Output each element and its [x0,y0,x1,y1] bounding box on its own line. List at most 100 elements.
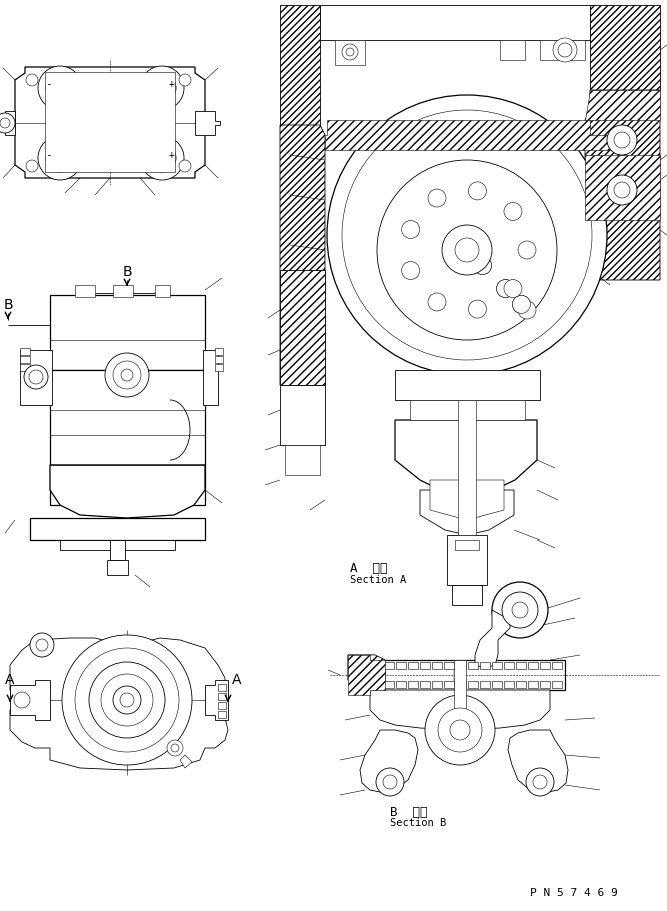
Bar [50,370,205,465]
Bar [320,5,590,40]
Bar [454,660,466,735]
Circle shape [402,261,420,280]
Bar [540,662,550,669]
Text: A: A [5,673,15,687]
Circle shape [383,775,397,789]
Circle shape [526,768,554,796]
Circle shape [75,113,95,133]
Text: Section A: Section A [350,575,406,585]
Circle shape [113,361,141,389]
Bar [372,681,382,688]
Bar [50,465,205,505]
Circle shape [428,189,446,207]
Circle shape [121,369,133,381]
Circle shape [533,775,547,789]
Polygon shape [10,638,228,770]
Circle shape [468,300,486,318]
Circle shape [171,744,179,752]
Polygon shape [280,125,325,385]
Polygon shape [280,270,325,385]
Circle shape [376,768,404,796]
Circle shape [167,740,183,756]
Bar [395,370,540,400]
Bar [408,681,418,688]
Polygon shape [205,680,228,720]
Polygon shape [348,655,385,685]
Bar [215,356,223,363]
Bar [452,585,482,605]
Bar [447,535,487,585]
Polygon shape [348,655,385,685]
Circle shape [496,280,514,298]
Bar [285,445,320,475]
Polygon shape [10,680,50,720]
Bar [384,681,394,688]
Circle shape [140,136,184,180]
Circle shape [428,293,446,311]
Text: Section B: Section B [390,818,446,828]
Bar [528,681,538,688]
Bar [45,72,175,172]
Bar [155,285,170,297]
Circle shape [113,686,141,714]
Polygon shape [280,5,320,125]
Circle shape [455,238,479,262]
Circle shape [62,635,192,765]
Bar [552,662,562,669]
Circle shape [148,74,176,102]
Circle shape [346,48,354,56]
Circle shape [492,582,548,638]
Circle shape [38,66,82,110]
Circle shape [148,144,176,172]
Polygon shape [5,111,15,135]
Circle shape [512,602,528,618]
Circle shape [36,639,48,651]
Bar [396,681,406,688]
Circle shape [14,692,30,708]
Bar [410,400,525,420]
Circle shape [38,136,82,180]
Text: +: + [169,150,175,160]
Polygon shape [508,730,568,793]
Bar [504,681,514,688]
Polygon shape [370,690,550,730]
Polygon shape [585,155,660,220]
Bar [20,350,52,405]
Bar [432,662,442,669]
Circle shape [75,648,179,752]
Bar [50,295,205,370]
Circle shape [46,74,74,102]
Circle shape [468,182,486,200]
Circle shape [179,160,191,172]
Text: A  断面: A 断面 [350,561,388,575]
Bar [280,385,325,445]
Circle shape [140,66,184,110]
Circle shape [29,370,43,384]
Bar [203,350,218,405]
Polygon shape [15,67,205,178]
Circle shape [518,301,536,319]
Circle shape [377,160,557,340]
Circle shape [179,74,191,86]
Polygon shape [420,490,514,535]
Polygon shape [180,755,192,768]
Bar [480,681,490,688]
Bar [408,662,418,669]
Bar [480,662,490,669]
Bar [528,662,538,669]
Circle shape [0,113,15,133]
Bar [20,348,30,355]
Circle shape [512,295,530,313]
Bar [75,285,95,297]
Circle shape [496,280,514,298]
Circle shape [131,119,139,127]
Polygon shape [195,111,220,135]
Bar [432,681,442,688]
Polygon shape [348,655,385,695]
Bar [20,356,30,363]
Bar [420,662,430,669]
Circle shape [474,257,492,274]
Polygon shape [475,610,510,668]
Circle shape [502,592,538,628]
Bar [215,364,223,371]
